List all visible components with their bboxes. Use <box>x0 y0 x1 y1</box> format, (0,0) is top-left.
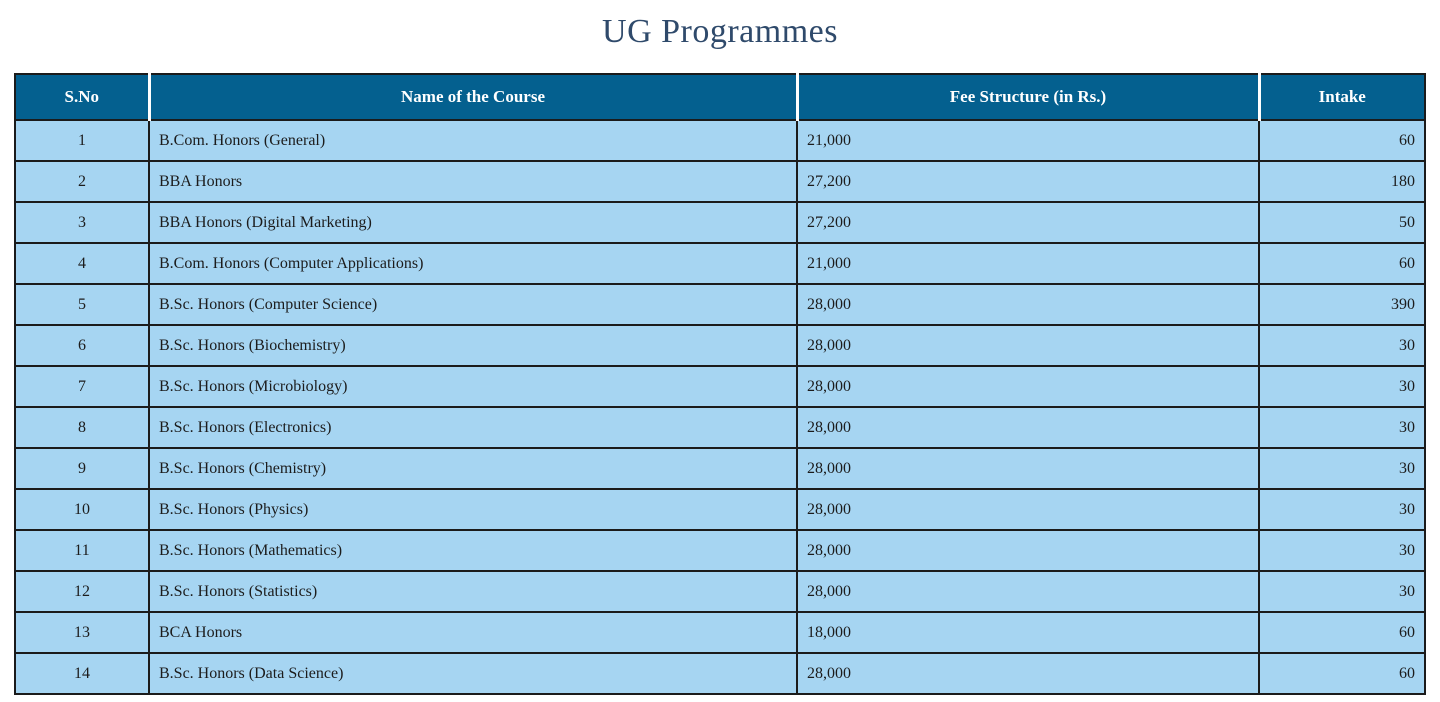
table-row: 4 B.Com. Honors (Computer Applications) … <box>14 242 1426 285</box>
fee-cell: 28,000 <box>796 447 1260 490</box>
fee-cell: 21,000 <box>796 119 1260 162</box>
intake-cell: 30 <box>1258 529 1426 572</box>
course-cell: B.Sc. Honors (Electronics) <box>148 406 798 449</box>
header-course: Name of the Course <box>147 73 799 121</box>
intake-cell: 60 <box>1258 652 1426 695</box>
fee-cell: 28,000 <box>796 570 1260 613</box>
sno-cell: 4 <box>14 242 150 285</box>
sno-cell: 11 <box>14 529 150 572</box>
sno-cell: 5 <box>14 283 150 326</box>
table-row: 3 BBA Honors (Digital Marketing) 27,200 … <box>14 201 1426 244</box>
fee-cell: 28,000 <box>796 406 1260 449</box>
course-cell: B.Sc. Honors (Data Science) <box>148 652 798 695</box>
sno-cell: 7 <box>14 365 150 408</box>
sno-cell: 8 <box>14 406 150 449</box>
course-cell: B.Sc. Honors (Physics) <box>148 488 798 531</box>
table-row: 11 B.Sc. Honors (Mathematics) 28,000 30 <box>14 529 1426 572</box>
intake-cell: 60 <box>1258 119 1426 162</box>
sno-cell: 14 <box>14 652 150 695</box>
sno-cell: 12 <box>14 570 150 613</box>
table-row: 6 B.Sc. Honors (Biochemistry) 28,000 30 <box>14 324 1426 367</box>
intake-cell: 30 <box>1258 324 1426 367</box>
header-fee: Fee Structure (in Rs.) <box>795 73 1261 121</box>
intake-cell: 60 <box>1258 611 1426 654</box>
table-row: 8 B.Sc. Honors (Electronics) 28,000 30 <box>14 406 1426 449</box>
course-cell: B.Com. Honors (Computer Applications) <box>148 242 798 285</box>
course-cell: B.Sc. Honors (Microbiology) <box>148 365 798 408</box>
table-row: 12 B.Sc. Honors (Statistics) 28,000 30 <box>14 570 1426 613</box>
fee-cell: 21,000 <box>796 242 1260 285</box>
sno-cell: 10 <box>14 488 150 531</box>
intake-cell: 30 <box>1258 447 1426 490</box>
fee-cell: 28,000 <box>796 652 1260 695</box>
course-cell: BBA Honors <box>148 160 798 203</box>
fee-cell: 28,000 <box>796 324 1260 367</box>
fee-cell: 27,200 <box>796 160 1260 203</box>
table-row: 13 BCA Honors 18,000 60 <box>14 611 1426 654</box>
course-cell: B.Sc. Honors (Computer Science) <box>148 283 798 326</box>
fee-cell: 27,200 <box>796 201 1260 244</box>
intake-cell: 60 <box>1258 242 1426 285</box>
fee-cell: 28,000 <box>796 529 1260 572</box>
sno-cell: 13 <box>14 611 150 654</box>
sno-cell: 2 <box>14 160 150 203</box>
fee-cell: 28,000 <box>796 365 1260 408</box>
fee-cell: 28,000 <box>796 488 1260 531</box>
fee-cell: 28,000 <box>796 283 1260 326</box>
intake-cell: 30 <box>1258 488 1426 531</box>
page: UG Programmes S.No Name of the Course Fe… <box>0 10 1440 702</box>
sno-cell: 9 <box>14 447 150 490</box>
sno-cell: 6 <box>14 324 150 367</box>
table-row: 7 B.Sc. Honors (Microbiology) 28,000 30 <box>14 365 1426 408</box>
course-cell: B.Com. Honors (General) <box>148 119 798 162</box>
course-cell: BCA Honors <box>148 611 798 654</box>
header-intake: Intake <box>1257 73 1426 121</box>
sno-cell: 3 <box>14 201 150 244</box>
intake-cell: 50 <box>1258 201 1426 244</box>
table-row: 2 BBA Honors 27,200 180 <box>14 160 1426 203</box>
intake-cell: 180 <box>1258 160 1426 203</box>
fee-cell: 18,000 <box>796 611 1260 654</box>
intake-cell: 30 <box>1258 406 1426 449</box>
table-header-row: S.No Name of the Course Fee Structure (i… <box>14 73 1426 121</box>
table-row: 10 B.Sc. Honors (Physics) 28,000 30 <box>14 488 1426 531</box>
course-cell: B.Sc. Honors (Chemistry) <box>148 447 798 490</box>
page-title: UG Programmes <box>602 13 838 50</box>
course-cell: BBA Honors (Digital Marketing) <box>148 201 798 244</box>
ug-programmes-table: S.No Name of the Course Fee Structure (i… <box>14 73 1426 695</box>
table-row: 14 B.Sc. Honors (Data Science) 28,000 60 <box>14 652 1426 695</box>
header-sno: S.No <box>14 73 151 121</box>
course-cell: B.Sc. Honors (Biochemistry) <box>148 324 798 367</box>
table-row: 9 B.Sc. Honors (Chemistry) 28,000 30 <box>14 447 1426 490</box>
intake-cell: 30 <box>1258 570 1426 613</box>
course-cell: B.Sc. Honors (Statistics) <box>148 570 798 613</box>
table-row: 1 B.Com. Honors (General) 21,000 60 <box>14 119 1426 162</box>
course-cell: B.Sc. Honors (Mathematics) <box>148 529 798 572</box>
sno-cell: 1 <box>14 119 150 162</box>
intake-cell: 30 <box>1258 365 1426 408</box>
intake-cell: 390 <box>1258 283 1426 326</box>
table-row: 5 B.Sc. Honors (Computer Science) 28,000… <box>14 283 1426 326</box>
